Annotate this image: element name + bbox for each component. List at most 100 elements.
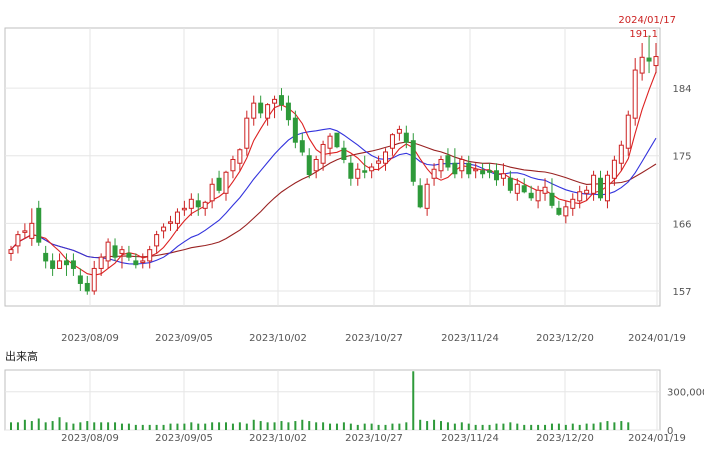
volume-bar	[16, 422, 19, 430]
volume-bar	[211, 422, 214, 430]
volume-y-axis: 300,000 0	[667, 388, 704, 437]
candle-body-up	[591, 174, 597, 194]
candle-body-up	[313, 158, 319, 172]
volume-bar	[356, 424, 359, 430]
candle-body-up	[209, 183, 215, 202]
volume-bar	[44, 422, 47, 430]
ma-mid-path	[10, 128, 657, 265]
price-x-tick-label: 2023/08/09	[61, 333, 119, 344]
candle-body-down	[528, 192, 534, 199]
candle-body-down	[50, 260, 56, 269]
price-panel	[4, 27, 661, 307]
volume-bar	[384, 424, 387, 430]
volume-bar	[120, 423, 123, 430]
volume-x-tick-label: 2023/11/24	[441, 433, 499, 444]
volume-bar	[391, 423, 394, 430]
candle-body-down	[292, 117, 298, 143]
volume-bar	[523, 424, 526, 430]
candle-body-up	[611, 159, 617, 179]
candle-body-up	[174, 211, 180, 224]
candle-body-down	[299, 140, 305, 153]
volume-x-tick-label: 2024/01/19	[628, 433, 686, 444]
price-y-tick-label: 157	[672, 287, 691, 298]
volume-bar	[51, 421, 54, 430]
candle-body-down	[549, 192, 555, 206]
volume-bar	[79, 422, 82, 430]
candle-body-down	[348, 162, 354, 179]
volume-bar	[287, 422, 290, 430]
candle-body-up	[625, 114, 631, 149]
candle-body-down	[36, 207, 42, 243]
volume-bar	[627, 422, 630, 430]
candle-body-up	[15, 234, 21, 247]
volume-bar	[322, 422, 325, 430]
price-y-axis: 157 166 175 184	[672, 84, 691, 298]
candle-body-up	[431, 168, 437, 179]
volume-bar	[65, 422, 68, 430]
candle-body-up	[251, 102, 257, 119]
candle-body-up	[140, 260, 146, 263]
candle-body-up	[570, 198, 576, 209]
annotation-date: 2024/01/17	[618, 15, 676, 26]
candle-body-up	[327, 135, 333, 149]
volume-bar	[308, 421, 311, 430]
candle-body-up	[584, 189, 590, 194]
price-x-tick-label: 2024/01/19	[628, 333, 686, 344]
volume-bar	[329, 423, 332, 430]
price-x-axis: 2023/08/09 2023/09/05 2023/10/02 2023/10/27…	[61, 333, 686, 344]
volume-bar	[225, 422, 227, 430]
volume-bar	[412, 371, 415, 430]
volume-bar	[127, 423, 130, 430]
volume-bar	[231, 423, 234, 430]
candle-body-down	[334, 132, 340, 148]
ma-long-line	[10, 141, 657, 259]
candle-body-down	[63, 260, 69, 266]
volume-bar	[100, 422, 103, 430]
volume-bar	[474, 424, 477, 430]
candle-body-up	[237, 149, 243, 164]
candle-body-up	[98, 256, 104, 269]
volume-bars	[10, 371, 630, 430]
volume-bar	[578, 424, 581, 430]
ma-mid-line	[10, 128, 657, 265]
candle-body-down	[43, 252, 49, 262]
candle-body-down	[556, 207, 562, 215]
volume-bar	[204, 423, 207, 430]
candle-body-down	[417, 185, 423, 208]
ma-long-path	[10, 141, 657, 259]
candle-body-down	[306, 155, 312, 176]
volume-bar	[481, 424, 484, 430]
volume-bar	[315, 422, 318, 430]
volume-bar	[37, 418, 40, 430]
volume-bar	[495, 423, 498, 430]
volume-bar	[30, 421, 33, 430]
candle-body-down	[70, 260, 76, 269]
candle-body-up	[389, 134, 395, 149]
volume-x-tick-label: 2023/08/09	[61, 433, 119, 444]
candle-body-up	[244, 117, 250, 149]
candle-body-up	[181, 207, 187, 211]
volume-bar	[467, 423, 470, 430]
volume-bar	[377, 424, 380, 430]
candle-body-up	[320, 143, 326, 164]
candle-body-down	[341, 147, 347, 160]
price-x-tick-label: 2023/10/02	[249, 333, 307, 344]
volume-bar	[238, 422, 241, 430]
volume-bar	[169, 423, 172, 430]
candle-body-down	[521, 185, 527, 193]
candle-body-down	[126, 252, 132, 258]
candle-body-up	[119, 249, 125, 254]
volume-bar	[245, 423, 248, 430]
volume-bar	[273, 422, 276, 430]
volume-bar	[134, 424, 137, 430]
volume-bar	[58, 417, 61, 430]
volume-bar	[370, 423, 373, 430]
candle-body-down	[410, 140, 416, 182]
candle-body-down	[258, 102, 264, 114]
candle-body-up	[265, 104, 271, 119]
volume-bar	[502, 423, 505, 430]
volume-bar	[72, 423, 75, 430]
volume-bar	[218, 422, 221, 430]
